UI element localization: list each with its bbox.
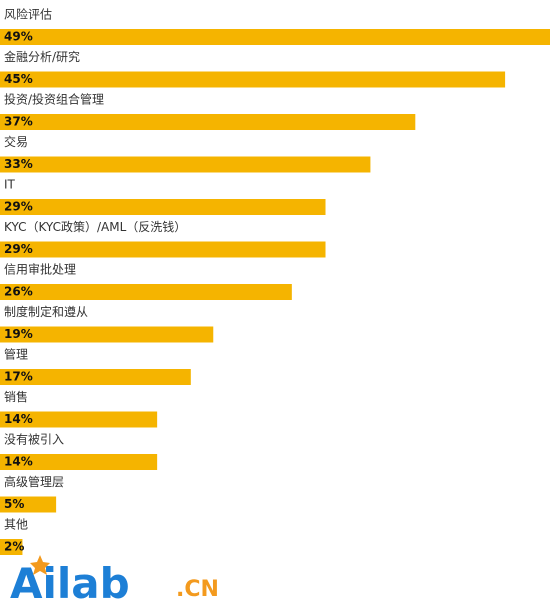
category-label: 销售 [4,389,28,404]
category-label: 交易 [4,134,28,149]
bar [0,241,326,258]
value-label: 5% [4,497,24,511]
category-label: 风险评估 [4,7,52,22]
category-label: 高级管理层 [4,474,64,489]
bar [0,539,23,555]
bar [0,284,292,300]
bar [0,71,506,88]
bar [0,496,57,513]
value-label: 49% [4,30,33,44]
bar [0,454,158,470]
category-label: KYC（KYC政策）/AML（反洗钱） [4,219,186,234]
category-label: 投资/投资组合管理 [4,92,104,107]
bar [0,199,326,215]
logo-name: Ailab [10,559,130,608]
value-label: 2% [4,540,24,554]
logo-suffix: .CN [176,577,219,602]
value-label: 29% [4,200,33,214]
category-label: 其他 [4,518,28,532]
value-label: 17% [4,370,33,384]
category-label: 制度制定和遵从 [4,304,88,319]
value-label: 33% [4,157,33,171]
value-label: 29% [4,242,33,256]
category-label: 管理 [4,347,28,362]
category-label: 信用审批处理 [4,262,76,277]
bar [0,114,416,130]
value-label: 45% [4,72,33,86]
bar [0,156,371,173]
bar [0,29,550,45]
logo: Ailab .CN [10,555,219,608]
value-label: 37% [4,115,33,129]
value-label: 14% [4,455,33,469]
value-label: 19% [4,327,33,341]
category-label: IT [4,178,16,192]
value-label: 26% [4,285,33,299]
bar [0,411,158,428]
logo-star [30,555,50,575]
category-label: 金融分析/研究 [4,49,80,64]
bar [0,369,191,385]
category-label: 没有被引入 [4,432,64,447]
value-label: 14% [4,412,33,426]
bar [0,326,214,343]
